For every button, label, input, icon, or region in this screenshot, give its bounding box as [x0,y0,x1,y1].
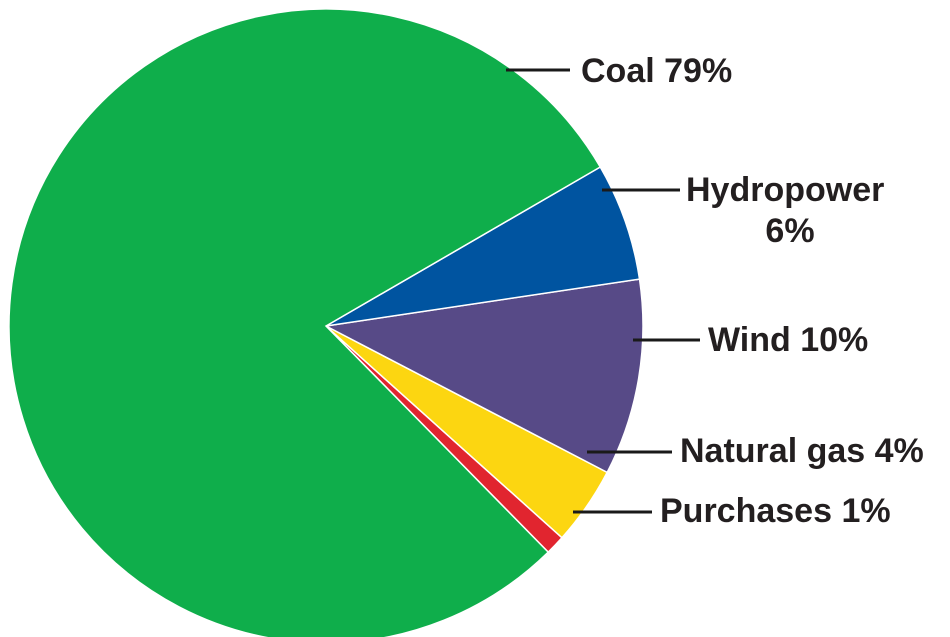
label-hydropower-value: 6% [765,212,814,250]
label-coal: Coal 79% [581,52,732,90]
label-hydropower: Hydropower [686,171,884,209]
pie-slice-wind [323,278,644,474]
label-wind: Wind 10% [708,321,868,359]
pie-slices [8,8,644,637]
label-purchases: Purchases 1% [660,492,891,530]
pie-slice-hydropower [325,165,641,327]
pie-slice-coal [8,8,602,637]
label-natural-gas: Natural gas 4% [680,432,924,470]
